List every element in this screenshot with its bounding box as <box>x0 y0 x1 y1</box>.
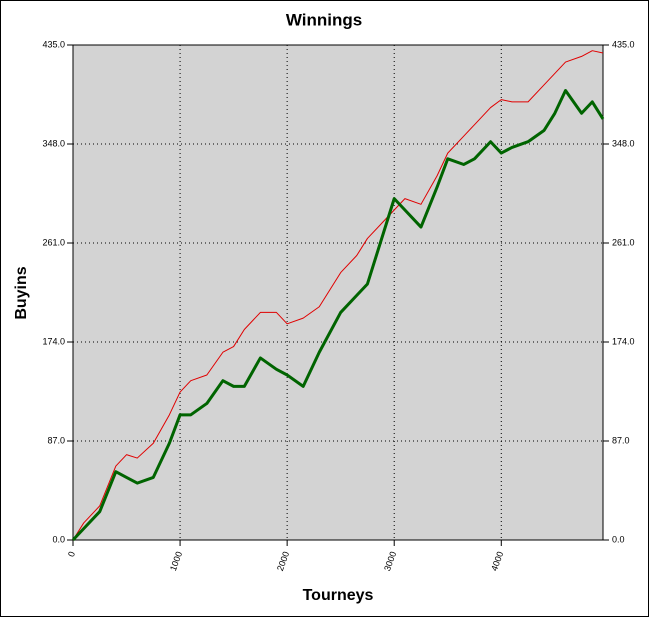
y2-tick-label: 435.0 <box>612 39 635 49</box>
y2-tick-label: 0.0 <box>612 534 625 544</box>
y-tick-label: 261.0 <box>42 237 65 247</box>
y-tick-label: 0.0 <box>52 534 65 544</box>
y-tick-label: 87.0 <box>47 435 65 445</box>
series-line <box>71 89 605 542</box>
x-tick-label: 0 <box>66 550 77 558</box>
plot-area <box>72 44 604 541</box>
y2-tick-label: 174.0 <box>612 336 635 346</box>
x-axis-label: Tourneys <box>303 587 374 604</box>
y2-tick-label: 348.0 <box>612 138 635 148</box>
y-tick-label: 348.0 <box>42 138 65 148</box>
y-tick-label: 174.0 <box>42 336 65 346</box>
y-tick-label: 435.0 <box>42 39 65 49</box>
y-axis-label: Buyins <box>13 266 30 319</box>
chart-title: Winnings <box>286 10 362 29</box>
y2-tick-label: 261.0 <box>612 237 635 247</box>
series-line <box>72 50 604 541</box>
y2-tick-label: 87.0 <box>612 435 630 445</box>
